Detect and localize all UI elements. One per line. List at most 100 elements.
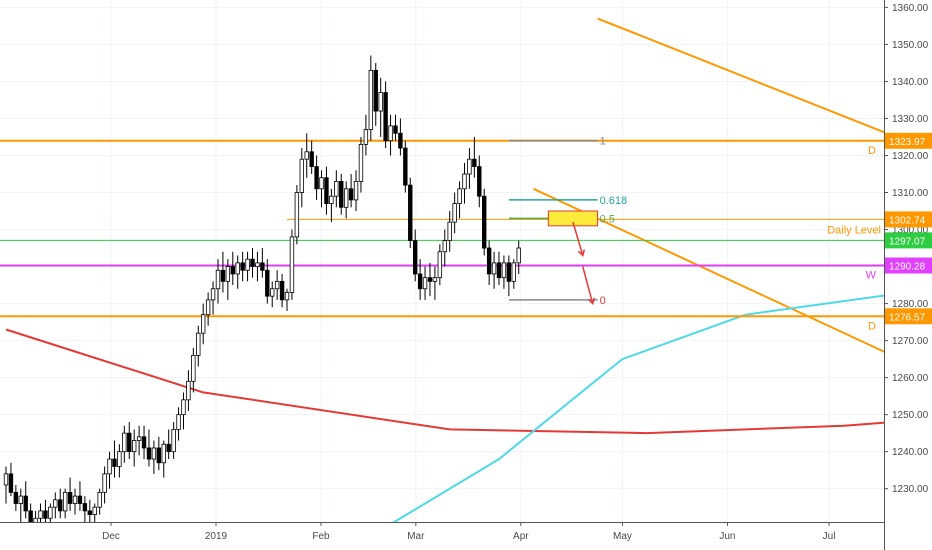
chart-trendlines (533, 17, 932, 376)
candle (378, 77, 383, 137)
channel-trendline (533, 187, 932, 376)
candle (294, 185, 300, 245)
candle-body-up (107, 458, 112, 475)
candle-body-down (408, 184, 413, 242)
candle-body-up (38, 510, 43, 519)
candle-body-down (279, 280, 285, 301)
candle (447, 211, 452, 252)
candle-body-up (329, 195, 334, 205)
price-badge-label: 1276.57 (889, 312, 926, 323)
candle-body-up (53, 499, 58, 508)
price-axis-panel (884, 0, 932, 550)
candle (373, 62, 378, 126)
candle-body-down (67, 491, 73, 504)
candle (260, 248, 265, 278)
price-axis[interactable]: 1230.00 1240.00 1250.00 1260.00 1270.00 1280.… (884, 0, 932, 550)
candle (324, 166, 329, 215)
candle (166, 429, 171, 460)
price-tick-label: 1330.00 (892, 114, 929, 125)
channel-trendline (597, 17, 932, 153)
candle-body-up (334, 181, 339, 197)
candle-body-up (48, 506, 53, 519)
candle (8, 462, 14, 497)
candle (309, 140, 314, 174)
candle-body-down (472, 158, 477, 167)
candle (299, 148, 304, 208)
candle-body-up (388, 125, 393, 142)
time-tick-label: Jul (823, 531, 836, 542)
arrow-head (577, 249, 586, 257)
candle (516, 240, 521, 274)
candle-body-down (477, 166, 482, 197)
candle-body-up (457, 188, 462, 205)
candle (205, 292, 211, 326)
candle-body-up (343, 188, 349, 208)
candle-body-up (102, 473, 107, 493)
candle-body-up (176, 414, 181, 430)
candle-body-down (250, 258, 255, 267)
candle-body-down (482, 195, 487, 249)
candle-body-up (161, 443, 166, 464)
candle-body-up (62, 491, 68, 512)
candle (72, 488, 78, 515)
candle (314, 155, 319, 200)
time-tick-label: May (613, 531, 632, 542)
candle (58, 488, 63, 519)
arrow-shaft (582, 266, 594, 304)
price-tick-label: 1280.00 (892, 299, 929, 310)
candle-body-up (117, 451, 122, 467)
candle (348, 174, 354, 208)
candle (319, 170, 324, 208)
candle-body-up (432, 277, 438, 282)
projection-arrow (582, 266, 596, 305)
candle-body-down (393, 125, 398, 134)
candle (496, 251, 502, 286)
candle (412, 229, 418, 282)
candle (13, 484, 19, 511)
time-axis[interactable]: Dec 2019 Feb Mar Apr May Jun Jul (0, 522, 884, 550)
candle-body-up (97, 491, 102, 508)
candle (122, 425, 127, 463)
candle-body-down (348, 188, 354, 201)
candle-body-down (156, 447, 162, 464)
candle-body-up (181, 399, 186, 416)
candle (3, 466, 9, 504)
candle-body-up (92, 506, 97, 515)
price-badge (885, 132, 932, 149)
price-tick-label: 1320.00 (892, 151, 929, 162)
candle (191, 348, 196, 393)
candle-body-up (205, 299, 211, 316)
candle (77, 481, 83, 511)
time-tick-label: Apr (513, 531, 529, 542)
price-tick-label: 1360.00 (892, 3, 929, 14)
candle (220, 251, 226, 293)
price-badges: 1323.97 1302.74 1297.07 1290.28 1276.57 (885, 132, 932, 325)
candle-body-up (210, 288, 216, 301)
candle (304, 133, 309, 178)
candle (225, 259, 231, 300)
candle-body-down (127, 432, 132, 453)
candle (141, 425, 147, 460)
candle-body-down (230, 266, 235, 275)
candle (151, 440, 157, 474)
candle (462, 162, 467, 204)
candle-body-down (486, 247, 492, 275)
price-tick-label: 1260.00 (892, 373, 929, 384)
candle-body-up (136, 436, 142, 441)
price-tick-label: 1300.00 (892, 225, 929, 236)
candle (393, 114, 398, 141)
candle-body-up (294, 192, 300, 238)
fib-level-label: 0 (600, 295, 606, 307)
candle-body-up (378, 92, 383, 112)
candle-body-up (255, 262, 260, 267)
candle-body-up (215, 269, 221, 290)
candle-body-down (265, 269, 270, 297)
candle-body-up (462, 173, 467, 190)
candle (491, 251, 497, 289)
candle (23, 481, 28, 519)
candle-body-down (240, 262, 245, 271)
candle (388, 114, 393, 156)
price-badge-label: 1297.07 (889, 236, 926, 247)
candle (501, 255, 507, 289)
candle-body-down (166, 443, 171, 453)
